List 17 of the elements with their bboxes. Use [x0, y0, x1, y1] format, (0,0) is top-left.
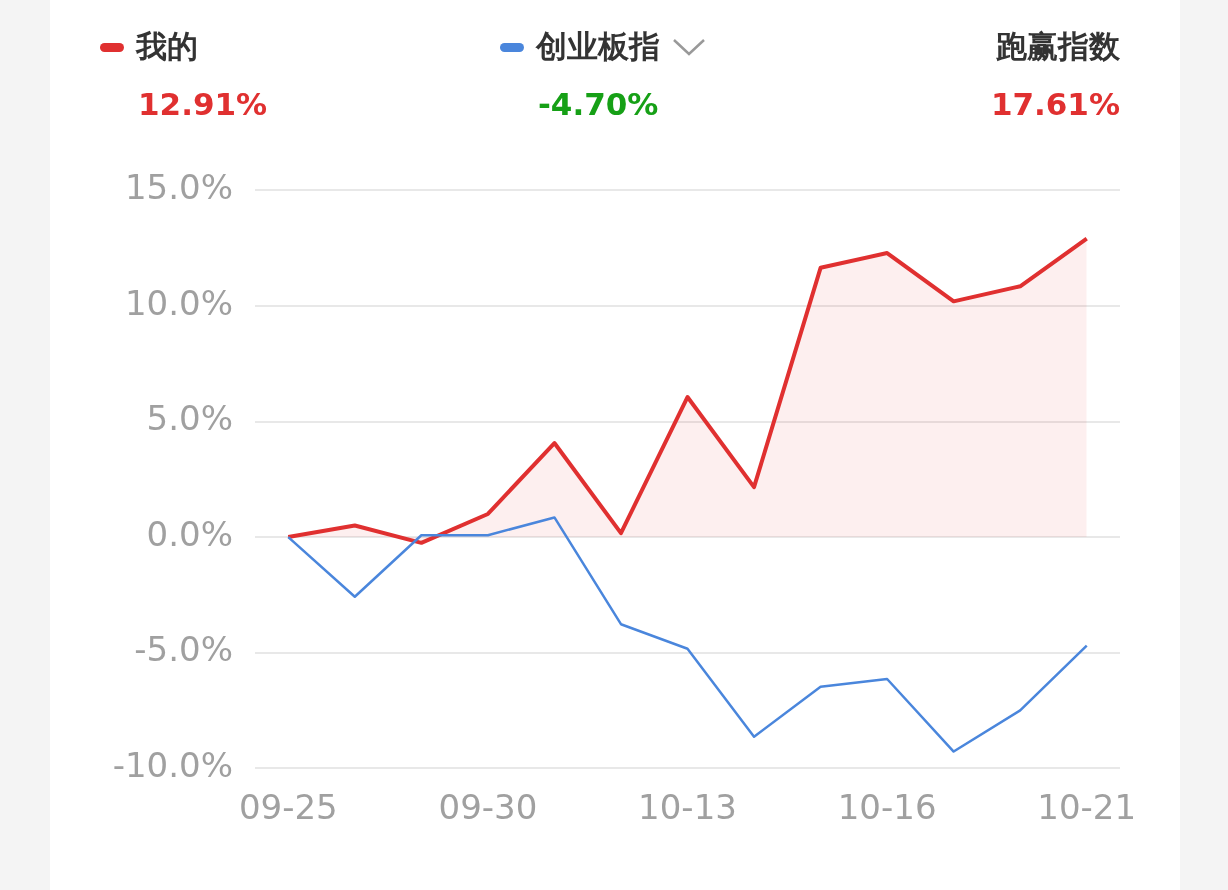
x-tick-label: 10-21 [1037, 787, 1137, 828]
text: 跑赢指数 [995, 27, 1120, 66]
x-tick-label: 10-13 [638, 787, 737, 828]
x-tick-label: 10-16 [837, 787, 937, 828]
legend-label: 创业板指 [536, 27, 660, 66]
y-tick-label: 10.0% [124, 282, 233, 323]
x-tick-label: 09-25 [238, 787, 338, 828]
y-tick-label: 15.0% [124, 167, 233, 208]
text: 12.91% [138, 86, 268, 122]
x-tick-label: 09-30 [438, 787, 538, 828]
text: 17.61% [990, 86, 1120, 122]
y-tick-label: -5.0% [134, 629, 233, 670]
y-tick-label: 0.0% [146, 513, 233, 554]
y-tick-label: -10.0% [112, 745, 233, 786]
legend-label: 我的 [136, 27, 198, 66]
y-tick-label: 5.0% [146, 398, 233, 439]
text: -4.70% [538, 86, 660, 122]
